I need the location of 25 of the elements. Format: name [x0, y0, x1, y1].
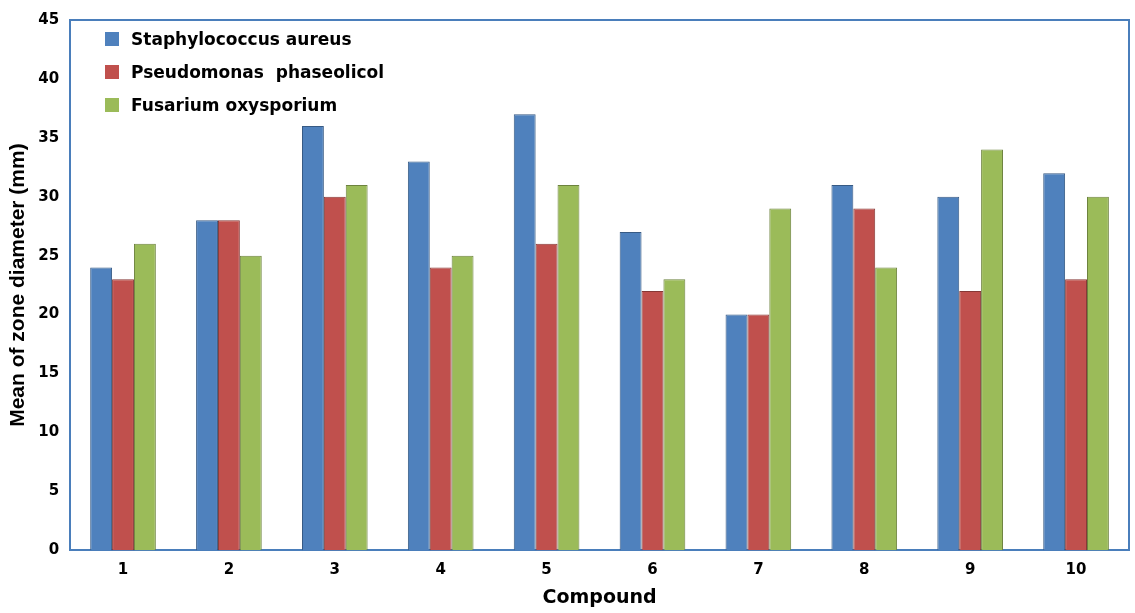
y-tick-label: 40	[38, 68, 60, 87]
x-tick-label: 3	[329, 560, 341, 579]
y-tick-label: 5	[48, 481, 60, 500]
legend-label: Pseudomonas phaseolicol	[131, 61, 385, 82]
y-tick-label: 35	[38, 127, 60, 146]
y-axis-title: Mean of zone diameter (mm)	[5, 143, 29, 427]
x-tick-label: 4	[435, 560, 446, 579]
x-tick-label: 1	[117, 560, 129, 579]
legend-label: Fusarium oxysporium	[131, 94, 338, 115]
y-tick-label: 45	[38, 9, 60, 28]
x-tick-label: 8	[859, 560, 870, 579]
y-tick-label: 20	[38, 304, 60, 323]
legend-label: Staphylococcus aureus	[131, 28, 352, 49]
y-tick-label: 0	[48, 540, 60, 559]
x-tick-label: 2	[223, 560, 235, 579]
x-axis-title: Compound	[542, 584, 657, 607]
y-tick-label: 30	[38, 186, 60, 205]
y-tick-label: 25	[38, 245, 60, 264]
x-tick-label: 10	[1065, 560, 1087, 579]
y-tick-label: 10	[38, 422, 60, 441]
x-tick-label: 5	[541, 560, 552, 579]
x-tick-label: 6	[647, 560, 658, 579]
y-tick-label: 15	[38, 363, 60, 382]
x-tick-label: 7	[753, 560, 764, 579]
x-tick-label: 9	[964, 560, 976, 579]
